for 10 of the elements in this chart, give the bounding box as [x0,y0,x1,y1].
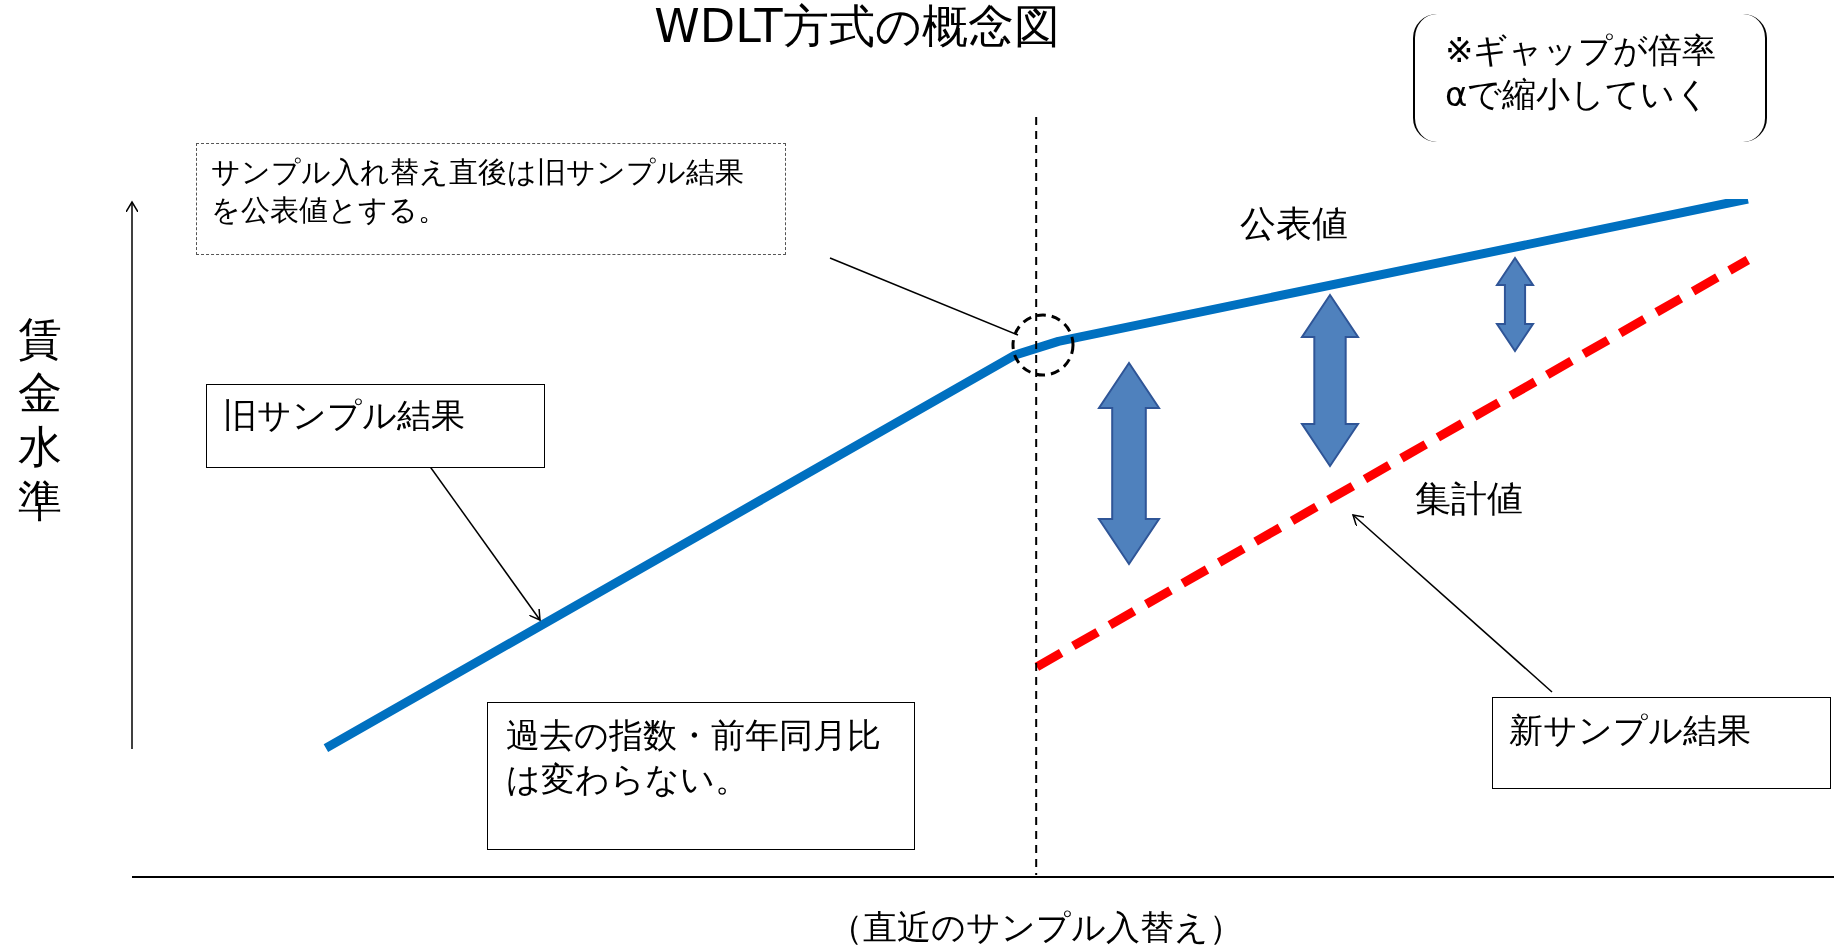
y-axis-title: 賃金水準 [18,312,63,528]
series-label: 集計値 [1415,477,1523,521]
text: ※ギャップが倍率αで縮小していく [1445,30,1717,115]
annotation: 新サンプル結果 [1509,710,1751,750]
annotation: 過去の指数・前年同月比は変わらない。 [506,715,881,800]
annotation: 旧サンプル結果 [223,395,465,435]
annotation: サンプル入れ替え直後は旧サンプル結果を公表値とする。 [211,155,744,227]
series-label: 公表値 [1240,202,1348,246]
chart-title: WDLT方式の概念図 [654,0,1060,53]
x-axis-title: （直近のサンプル入替え） [828,906,1245,946]
